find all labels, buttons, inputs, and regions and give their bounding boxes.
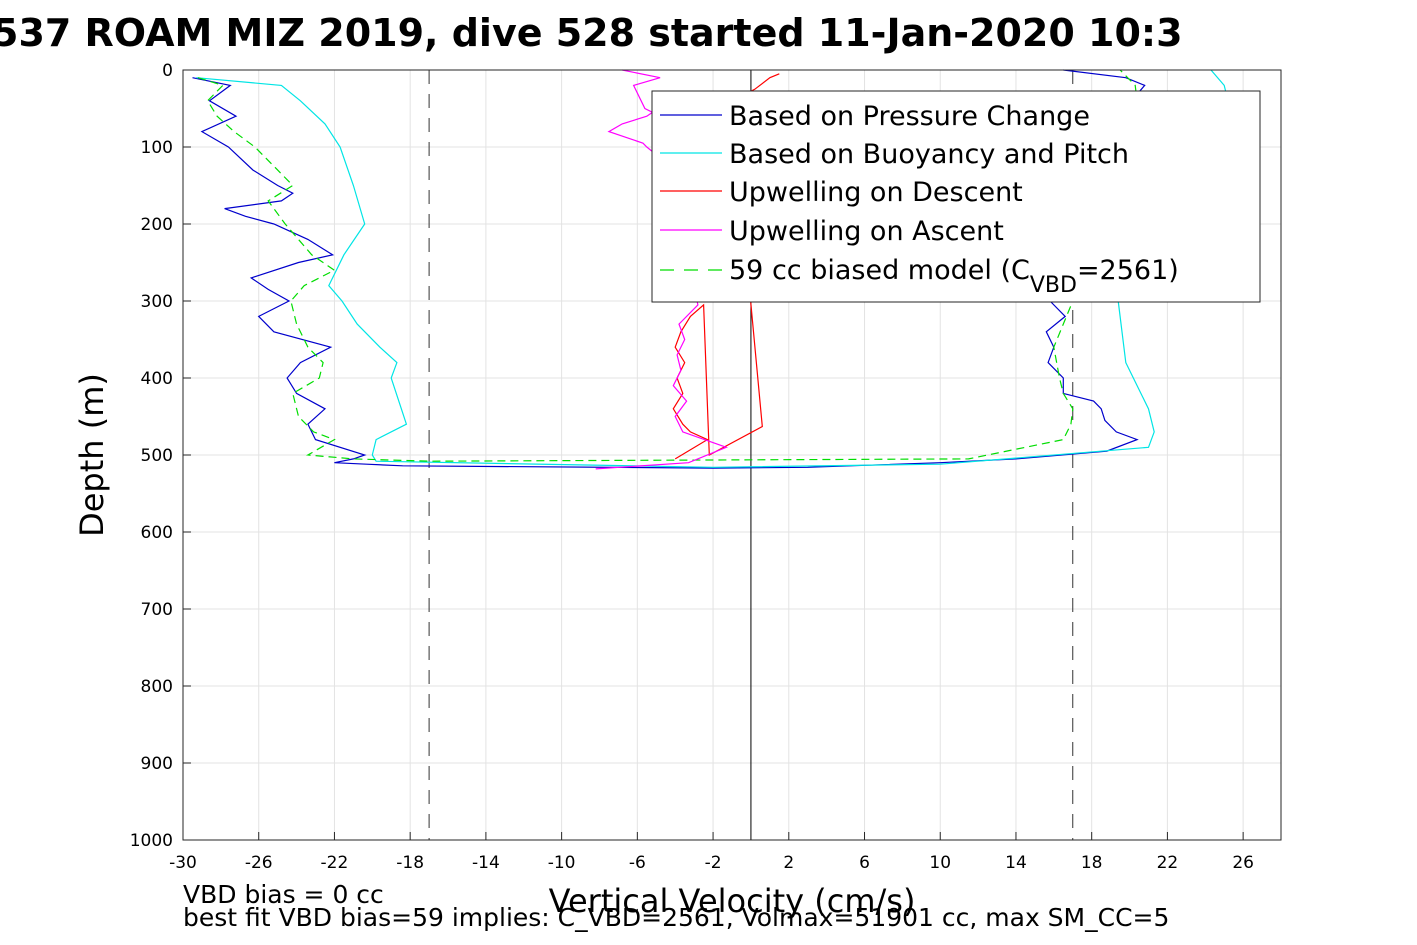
x-tick-label: -6 xyxy=(629,853,646,873)
y-tick-label: 500 xyxy=(141,446,173,466)
legend-label-model-end: =2561) xyxy=(1077,255,1179,286)
x-tick-label: 22 xyxy=(1157,853,1179,873)
x-tick-label: 18 xyxy=(1081,853,1103,873)
y-axis-label: Depth (m) xyxy=(73,373,111,537)
legend-label-buoyancy: Based on Buoyancy and Pitch xyxy=(729,139,1129,170)
annotation-best-fit: best fit VBD bias=59 implies: C_VBD=2561… xyxy=(183,903,1169,932)
y-tick-label: 100 xyxy=(141,138,173,158)
y-tick-label: 0 xyxy=(162,61,173,81)
y-tick-label: 900 xyxy=(141,754,173,774)
series-pressure-change xyxy=(192,69,1146,469)
x-tick-label: 26 xyxy=(1232,853,1254,873)
series-buoyancy-pitch xyxy=(196,69,1233,468)
legend-label-descent: Upwelling on Descent xyxy=(729,177,1023,208)
x-tick-label: 10 xyxy=(929,853,951,873)
x-tick-label: 6 xyxy=(859,853,870,873)
x-tick-label: -30 xyxy=(169,853,197,873)
y-tick-labels: 0 100 200 300 400 500 600 700 800 900 1000 xyxy=(130,61,173,851)
x-tick-label: 2 xyxy=(783,853,794,873)
legend-label-model: 59 cc biased model (CVBD=2561) xyxy=(729,255,1179,298)
legend-label-model-sub: VBD xyxy=(1030,273,1077,298)
legend-label-model-main: 59 cc biased model (C xyxy=(729,255,1030,286)
y-tick-label: 1000 xyxy=(130,831,173,851)
chart-title: 537 ROAM MIZ 2019, dive 528 started 11-J… xyxy=(0,11,1183,55)
y-tick-label: 600 xyxy=(141,523,173,543)
x-axis-label: Vertical Velocity (cm/s) xyxy=(549,882,916,920)
y-tick-label: 700 xyxy=(141,600,173,620)
y-tick-label: 200 xyxy=(141,215,173,235)
x-tick-label: -18 xyxy=(396,853,424,873)
x-tick-label: 14 xyxy=(1005,853,1027,873)
x-tick-label: -14 xyxy=(472,853,500,873)
x-tick-label: -26 xyxy=(245,853,273,873)
y-tick-label: 400 xyxy=(141,369,173,389)
legend-label-pressure: Based on Pressure Change xyxy=(729,101,1090,132)
annotation-vbd-bias: VBD bias = 0 cc xyxy=(183,880,384,909)
x-tick-label: -2 xyxy=(705,853,722,873)
x-tick-label: -10 xyxy=(548,853,576,873)
series-biased-model xyxy=(197,69,1140,462)
x-tick-label: -22 xyxy=(321,853,349,873)
series-layer xyxy=(192,69,1233,470)
legend-label-ascent: Upwelling on Ascent xyxy=(729,216,1004,247)
legend-box xyxy=(651,90,1261,303)
legend: Based on Pressure Change Based on Buoyan… xyxy=(651,90,1261,303)
y-tick-label: 800 xyxy=(141,677,173,697)
plot-area-frame xyxy=(182,69,1282,841)
y-tick-label: 300 xyxy=(141,292,173,312)
x-tick-labels: -30 -26 -22 -18 -14 -10 -6 -2 2 6 10 14 18 22 26 xyxy=(169,853,1254,873)
